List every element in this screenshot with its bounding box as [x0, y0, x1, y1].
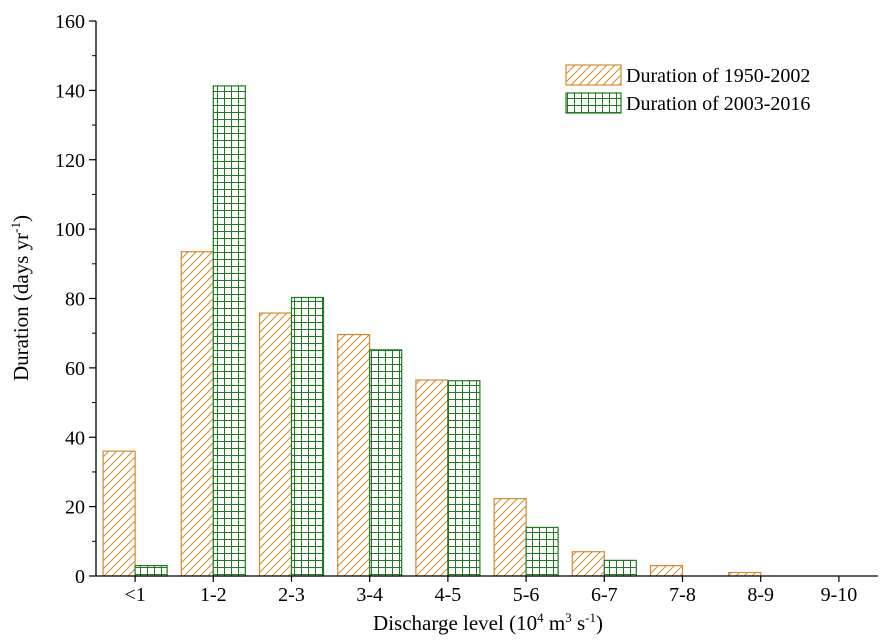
x-tick-label: 5-6 [513, 584, 540, 606]
bar-2-3-4 [369, 349, 403, 577]
bar-1-3-4 [337, 333, 371, 577]
x-tick-label: 8-9 [747, 584, 774, 606]
bar-1-6-7 [571, 551, 605, 577]
bar-1-1-2 [180, 251, 214, 577]
series-1 [102, 251, 762, 577]
legend-swatch [565, 92, 622, 114]
y-tick-label: 20 [65, 497, 85, 519]
y-tick-label: 80 [65, 289, 85, 311]
x-axis-label: Discharge level (104 m3 s-1) [373, 610, 603, 635]
bar-2-<1 [134, 564, 168, 577]
bar-2-6-7 [603, 559, 637, 577]
series-2 [134, 85, 637, 577]
axes-layer: 0 20 40 60 80 100 120 140 160 <1 1-2 2-3 3-4 4-5 5-6 6-… [55, 11, 878, 606]
bar-1-7-8 [649, 564, 684, 577]
legend-item-2: Duration of 2003-2016 [565, 92, 810, 115]
y-tick-label: 100 [55, 219, 85, 241]
bar-2-1-2 [212, 85, 246, 577]
y-tick-label: 140 [55, 80, 85, 102]
y-axis-label: Duration (days yr-1) [8, 215, 33, 381]
legend-item-1: Duration of 1950-2002 [565, 64, 810, 87]
bar-2-2-3 [290, 296, 325, 577]
y-tick-label: 40 [65, 427, 85, 449]
x-tick-label: 3-4 [356, 584, 383, 606]
y-tick-label: 60 [65, 358, 85, 380]
y-tick-label: 0 [75, 566, 85, 588]
legend-label: Duration of 1950-2002 [626, 65, 810, 87]
legend: Duration of 1950-2002 Duration of 2003-20… [565, 64, 810, 115]
bar-2-5-6 [525, 526, 559, 577]
x-tick-label: 4-5 [435, 584, 462, 606]
bar-1-4-5 [415, 379, 449, 577]
x-tick-label: 1-2 [200, 584, 227, 606]
bar-1-2-3 [258, 312, 293, 577]
x-tick-label: 2-3 [278, 584, 305, 606]
x-tick-label: 9-10 [821, 584, 858, 606]
legend-label: Duration of 2003-2016 [626, 93, 810, 115]
y-tick-label: 160 [55, 11, 85, 33]
bar-1-5-6 [493, 498, 527, 577]
y-tick-label: 120 [55, 150, 85, 172]
bar-2-4-5 [447, 380, 481, 577]
x-tick-label: 6-7 [591, 584, 618, 606]
bar-1-<1 [102, 450, 136, 577]
legend-swatch [565, 64, 622, 86]
bars-layer [102, 85, 762, 577]
x-tick-label: <1 [124, 584, 145, 606]
x-tick-label: 7-8 [669, 584, 696, 606]
